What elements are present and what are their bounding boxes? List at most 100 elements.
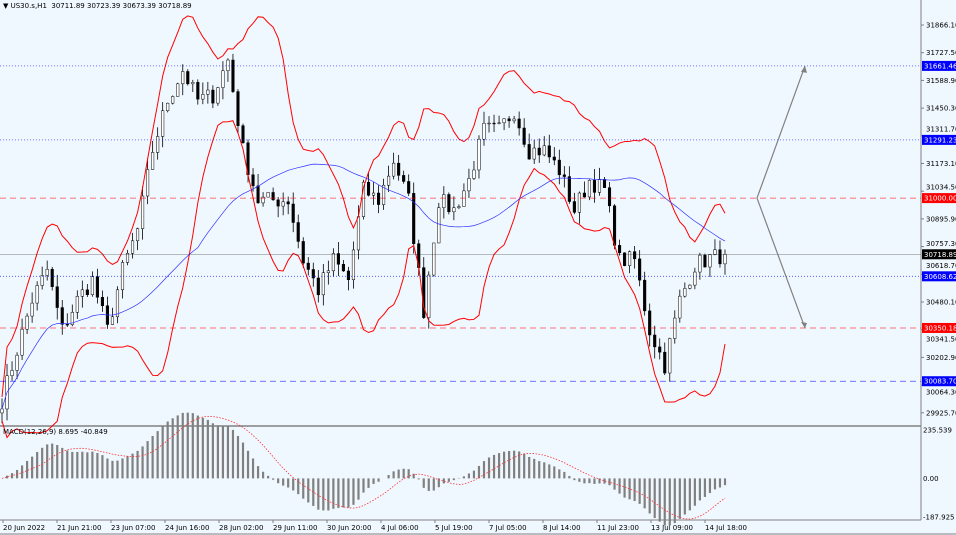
candle-body <box>286 201 290 205</box>
candle-body <box>412 193 416 244</box>
candle-body <box>211 89 215 104</box>
level-label: 30350.18 <box>924 324 956 332</box>
candle-body <box>196 82 200 100</box>
candle-body <box>492 122 496 125</box>
candle-body <box>638 258 642 281</box>
candle-body <box>497 122 501 124</box>
candle-body <box>366 181 371 196</box>
candle-body <box>45 269 49 276</box>
candle-body <box>281 201 285 207</box>
macd-histogram <box>5 412 727 526</box>
candle-body <box>392 162 396 177</box>
candle-body <box>633 251 637 260</box>
time-tick-label: 7 Jul 05:00 <box>489 524 527 532</box>
candle-body <box>296 222 300 242</box>
symbol-label: US30.s,H1 <box>10 2 47 10</box>
candle-body <box>472 169 476 179</box>
collapse-arrow-icon[interactable]: ▼ <box>3 2 11 10</box>
candle-body <box>377 192 381 205</box>
candle-body <box>201 94 205 100</box>
candle-body <box>653 334 657 348</box>
candle-body <box>542 145 546 156</box>
price-tick-label: 31727.50 <box>926 49 956 57</box>
candle-body <box>206 89 210 95</box>
candle-body <box>65 324 69 326</box>
candle-body <box>115 289 120 318</box>
candle-body <box>442 194 446 208</box>
time-tick-label: 21 Jun 21:00 <box>57 524 101 532</box>
candle-body <box>276 199 280 207</box>
candle-body <box>683 288 687 297</box>
candle-body <box>462 190 466 207</box>
candle-body <box>356 216 361 251</box>
candle-body <box>271 192 275 201</box>
candle-body <box>10 370 14 376</box>
price-tick-label: 30202.90 <box>926 354 956 362</box>
candle-body <box>643 279 647 312</box>
candle-body <box>341 264 345 272</box>
candle-body <box>507 118 511 122</box>
candle-body <box>628 251 632 266</box>
projection-arrow <box>756 197 806 329</box>
level-label: 31661.46 <box>924 62 956 70</box>
candle-body <box>567 176 571 202</box>
macd-tick-label: 0.00 <box>923 475 939 483</box>
candle-body <box>316 277 320 296</box>
candle-body <box>387 175 391 186</box>
candle-body <box>50 269 54 287</box>
candle-body <box>136 228 140 242</box>
level-badge <box>922 134 956 145</box>
level-label: 30083.70 <box>924 378 956 386</box>
price-tick-label: 31588.90 <box>926 77 956 85</box>
candle-body <box>693 271 697 286</box>
candle-body <box>60 307 64 325</box>
candle-body <box>361 181 366 217</box>
candle-body <box>130 240 135 254</box>
candle-body <box>171 96 175 104</box>
time-tick-label: 30 Jun 20:00 <box>327 524 371 532</box>
candle-body <box>166 102 170 112</box>
candle-body <box>432 242 436 276</box>
candle-body <box>291 203 295 223</box>
arrow-head-icon <box>801 321 807 328</box>
candle-body <box>522 127 526 145</box>
candle-body <box>226 59 230 72</box>
candle-body <box>306 262 310 270</box>
candles <box>0 53 727 424</box>
candle-body <box>161 110 165 137</box>
candle-body <box>708 254 712 268</box>
candle-body <box>261 196 265 204</box>
candle-body <box>502 118 506 124</box>
price-tick-label: 31311.70 <box>926 125 956 133</box>
candle-body <box>221 70 225 88</box>
candle-body <box>321 272 325 296</box>
candle-body <box>70 312 74 325</box>
candle-body <box>592 180 597 193</box>
macd-signal-line <box>1 415 726 520</box>
candle-body <box>351 249 356 280</box>
time-tick-label: 14 Jul 18:00 <box>705 524 747 532</box>
bollinger-upper <box>1 15 726 398</box>
price-tick-label: 30341.50 <box>926 335 956 343</box>
candle-body <box>125 253 130 263</box>
candle-body <box>698 254 702 273</box>
price-tick-label: 31866.10 <box>926 22 956 30</box>
candle-body <box>703 254 707 268</box>
price-tick-label: 29925.70 <box>926 409 956 417</box>
candle-body <box>512 118 516 122</box>
candle-body <box>181 71 185 85</box>
candle-body <box>407 181 411 194</box>
candle-body <box>487 122 491 125</box>
arrow-head-icon <box>801 65 807 73</box>
candle-body <box>713 249 717 255</box>
level-badge <box>922 193 956 204</box>
level-label: 31000.00 <box>924 195 956 203</box>
moving-average <box>1 163 726 410</box>
candle-body <box>15 354 19 371</box>
candle-body <box>452 207 456 213</box>
candle-body <box>447 194 451 213</box>
time-tick-label: 20 Jun 2022 <box>3 524 45 532</box>
candle-body <box>55 286 59 308</box>
level-label: 30718.89 <box>924 251 956 259</box>
